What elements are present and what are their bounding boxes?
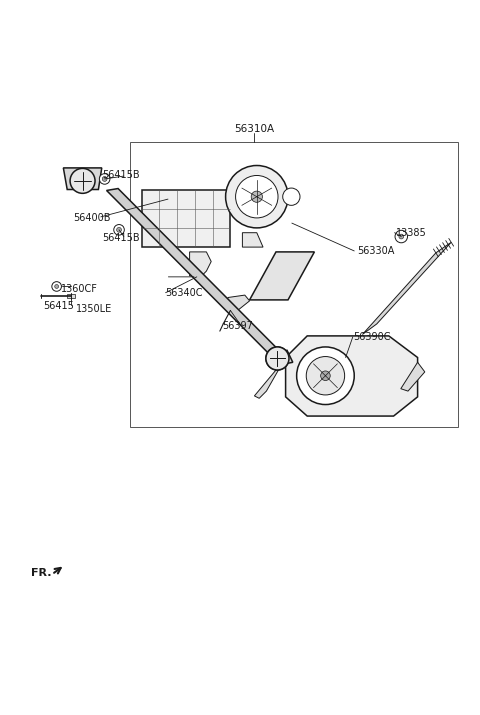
Polygon shape bbox=[401, 363, 425, 391]
Circle shape bbox=[102, 177, 107, 182]
Text: 13385: 13385 bbox=[396, 227, 426, 237]
Text: 1360CF: 1360CF bbox=[61, 284, 98, 294]
Bar bbox=[130, 142, 458, 427]
Polygon shape bbox=[362, 242, 451, 335]
Polygon shape bbox=[226, 295, 250, 310]
Circle shape bbox=[226, 165, 288, 228]
Text: FR.: FR. bbox=[31, 568, 52, 578]
Circle shape bbox=[399, 234, 404, 239]
Text: 56397: 56397 bbox=[222, 321, 252, 331]
Circle shape bbox=[283, 188, 300, 205]
Polygon shape bbox=[242, 232, 263, 247]
Circle shape bbox=[99, 174, 110, 184]
Text: 56390C: 56390C bbox=[353, 332, 390, 342]
Circle shape bbox=[266, 347, 289, 370]
Text: 1350LE: 1350LE bbox=[76, 305, 112, 315]
Bar bbox=[142, 190, 230, 247]
Polygon shape bbox=[268, 350, 293, 366]
Circle shape bbox=[321, 371, 330, 380]
Text: 56310A: 56310A bbox=[234, 124, 275, 134]
Circle shape bbox=[55, 285, 59, 288]
Polygon shape bbox=[190, 252, 211, 276]
Bar bbox=[67, 294, 75, 298]
Text: 56415: 56415 bbox=[43, 301, 74, 311]
Polygon shape bbox=[250, 252, 314, 300]
Circle shape bbox=[297, 347, 354, 405]
Circle shape bbox=[70, 168, 95, 193]
Circle shape bbox=[236, 175, 278, 218]
Circle shape bbox=[52, 282, 61, 291]
Text: 56415B: 56415B bbox=[102, 170, 139, 180]
Text: 56330A: 56330A bbox=[358, 246, 395, 256]
Text: 56340C: 56340C bbox=[166, 287, 203, 297]
Circle shape bbox=[117, 227, 121, 232]
Circle shape bbox=[306, 357, 345, 395]
Text: 56400B: 56400B bbox=[73, 213, 111, 223]
Polygon shape bbox=[286, 336, 418, 416]
Polygon shape bbox=[63, 168, 102, 189]
Polygon shape bbox=[107, 189, 287, 360]
Circle shape bbox=[114, 225, 124, 235]
Text: 56415B: 56415B bbox=[102, 234, 139, 244]
Circle shape bbox=[395, 230, 408, 243]
Polygon shape bbox=[254, 358, 286, 398]
Circle shape bbox=[251, 191, 263, 202]
Circle shape bbox=[266, 347, 289, 370]
